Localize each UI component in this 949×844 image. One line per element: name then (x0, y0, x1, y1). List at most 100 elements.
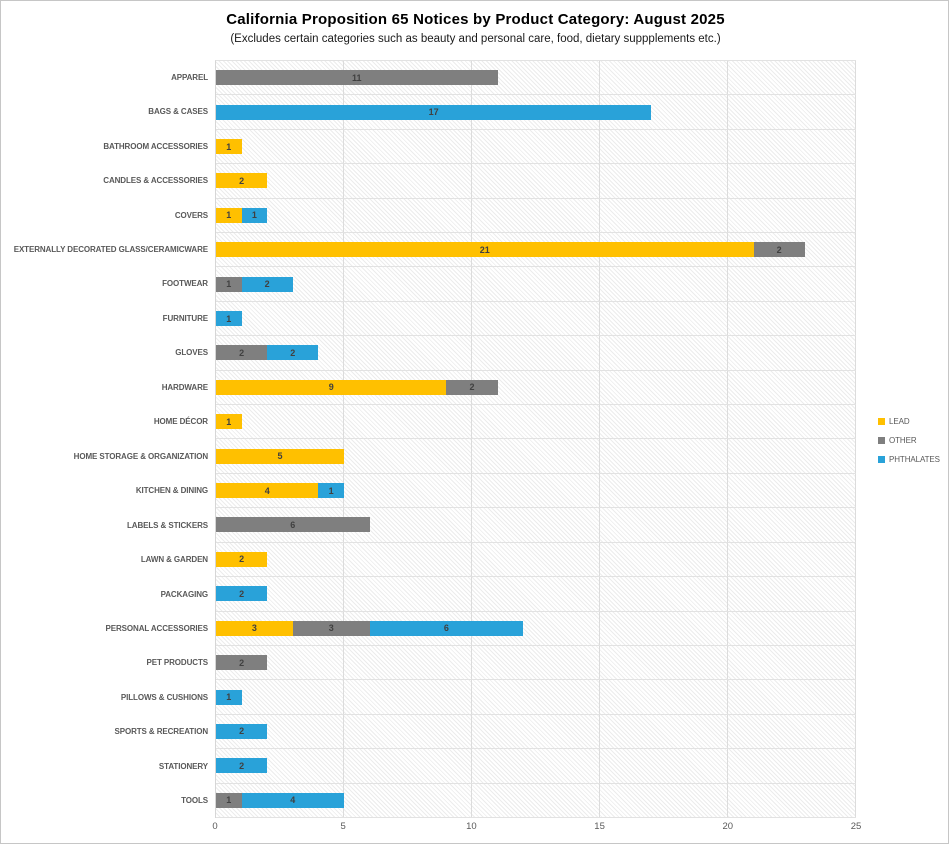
category-label: FOOTWEAR (162, 279, 208, 289)
bar-segment-other: 2 (216, 345, 268, 361)
category-label: PACKAGING (160, 589, 209, 599)
bar-value-label: 2 (290, 347, 296, 358)
bar-track: 1 (216, 311, 856, 327)
bar-value-label: 4 (264, 485, 270, 496)
chart-grid: APPAREL BAGS & CASES BATHROOM ACCESSORIES C… (9, 60, 856, 818)
bar-value-label: 1 (226, 416, 232, 427)
category-label: EXTERNALLY DECORATED GLASS/CERAMICWARE (13, 244, 208, 254)
category-label: PET PRODUCTS (146, 658, 209, 668)
bar-value-label: 11 (352, 72, 362, 83)
bar-row: 1 (216, 302, 856, 337)
bar-segment-other: 6 (216, 517, 370, 533)
bar-track: 1 (216, 689, 856, 705)
bar-value-label: 1 (226, 141, 232, 152)
bar-segment-phthalates: 1 (216, 689, 242, 705)
bar-segment-lead: 2 (216, 551, 268, 567)
bar-track: 1 (216, 414, 856, 430)
category-label: STATIONERY (158, 761, 208, 771)
bar-segment-lead: 4 (216, 483, 319, 499)
bar-segment-phthalates: 2 (241, 276, 293, 292)
bar-segment-phthalates: 6 (369, 620, 524, 636)
bar-track: 2 (216, 723, 856, 739)
bar-value-label: 17 (428, 107, 439, 118)
bar-row: 2 (216, 543, 856, 578)
bar-segment-phthalates: 1 (318, 483, 344, 499)
bar-segment-phthalates: 4 (241, 792, 344, 808)
bar-row: 2 (216, 577, 856, 612)
bar-segment-phthalates: 1 (241, 207, 268, 223)
bar-segment-lead: 1 (216, 414, 242, 430)
bar-segment-other: 2 (753, 242, 805, 258)
bar-track: 2 (216, 551, 856, 567)
bar-row: 11 (216, 61, 856, 96)
bar-value-label: 2 (239, 760, 245, 771)
bar-value-label: 6 (443, 623, 449, 634)
bar-value-label: 21 (479, 244, 490, 255)
bar-segment-lead: 1 (216, 139, 242, 155)
bar-track: 6 (216, 517, 856, 533)
bar-track: 1 (216, 139, 856, 155)
other-swatch-icon (878, 437, 885, 444)
bar-segment-lead: 21 (216, 242, 754, 258)
bar-row: 2 (216, 749, 856, 784)
bar-row: 5 (216, 439, 856, 474)
x-tick-label: 5 (340, 821, 346, 832)
legend-item-other: OTHER (878, 436, 940, 445)
bar-segment-phthalates: 2 (267, 345, 319, 361)
bar-value-label: 1 (226, 210, 232, 221)
bar-value-label: 2 (239, 554, 245, 565)
bar-value-label: 2 (239, 347, 245, 358)
bar-value-label: 5 (277, 451, 283, 462)
legend-label: LEAD (889, 417, 910, 426)
bar-segment-lead: 1 (216, 207, 242, 223)
bar-segment-other: 1 (216, 276, 242, 292)
category-label: TOOLS (181, 796, 208, 806)
bar-value-label: 1 (226, 279, 232, 290)
bar-row: 17 (216, 95, 856, 130)
category-label: BATHROOM ACCESSORIES (103, 141, 208, 151)
bar-row: 21 2 (216, 233, 856, 268)
category-label: COVERS (174, 210, 208, 220)
x-tick-label: 0 (212, 821, 218, 832)
legend-item-lead: LEAD (878, 417, 940, 426)
bar-value-label: 1 (226, 795, 232, 806)
bar-value-label: 2 (239, 657, 245, 668)
bar-segment-other: 3 (292, 620, 370, 636)
bar-value-label: 2 (776, 244, 782, 255)
legend-item-phthalates: PHTHALATES (878, 455, 940, 464)
bar-segment-lead: 9 (216, 379, 447, 395)
bar-row: 2 (216, 646, 856, 681)
bar-track: 2 (216, 758, 856, 774)
bar-value-label: 1 (226, 692, 232, 703)
bar-track: 11 (216, 70, 856, 86)
bar-row: 1 (216, 405, 856, 440)
bar-segment-phthalates: 17 (216, 104, 652, 120)
bar-value-label: 6 (290, 519, 296, 530)
category-label: KITCHEN & DINING (135, 486, 208, 496)
category-label: CANDLES & ACCESSORIES (103, 176, 208, 186)
bar-segment-lead: 3 (216, 620, 293, 636)
bar-track: 2 (216, 173, 856, 189)
category-label: BAGS & CASES (148, 107, 208, 117)
bar-row: 2 (216, 715, 856, 750)
bar-track: 3 3 6 (216, 620, 856, 636)
bar-value-label: 9 (328, 382, 334, 393)
bar-track: 17 (216, 104, 856, 120)
category-label: APPAREL (171, 72, 208, 82)
plot-area: 11 17 1 2 1 1 21 2 1 2 1 2 2 9 2 1 5 4 1 6 2 2 3 3 6 2 1 2 2 1 4 (215, 60, 856, 818)
bar-value-label: 1 (226, 313, 232, 324)
bar-value-label: 2 (239, 726, 245, 737)
bar-track: 2 (216, 655, 856, 671)
category-label: HOME DÉCOR (153, 417, 208, 427)
category-label: HARDWARE (161, 382, 208, 392)
legend: LEAD OTHER PHTHALATES (878, 417, 940, 464)
bar-segment-phthalates: 2 (216, 586, 268, 602)
bar-value-label: 1 (251, 210, 257, 221)
bar-value-label: 2 (239, 588, 245, 599)
bar-value-label: 2 (264, 279, 270, 290)
lead-swatch-icon (878, 418, 885, 425)
